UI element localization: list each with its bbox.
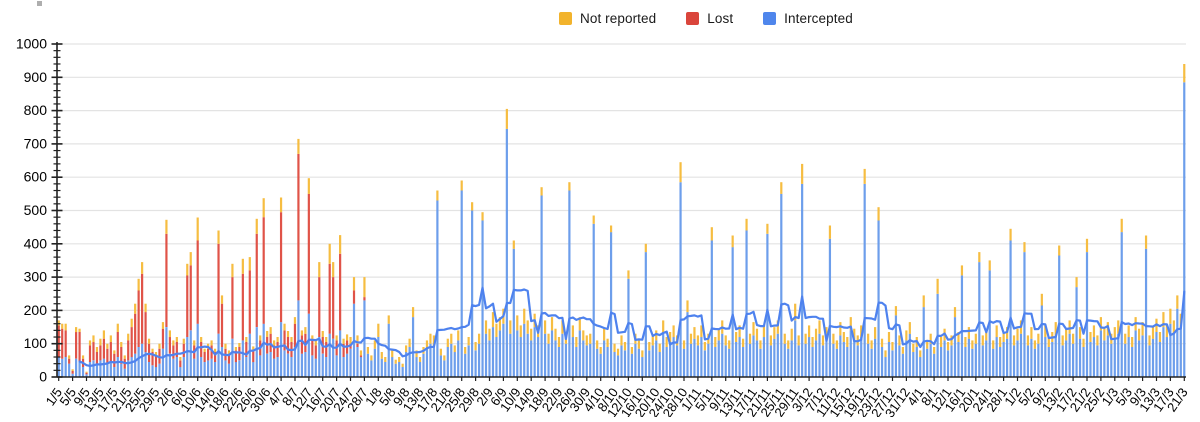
y-tick-label: 800 [24, 102, 48, 118]
cropped-ui-artifact [37, 1, 42, 6]
legend-item-not-reported[interactable]: Not reported [559, 11, 656, 26]
not-reported-swatch-icon [559, 12, 572, 25]
chart-legend: Not reported Lost Intercepted [559, 11, 853, 26]
legend-label: Not reported [580, 11, 657, 26]
lost-swatch-icon [686, 12, 700, 25]
intercepted-swatch-icon [763, 12, 777, 25]
y-tick-label: 400 [24, 235, 48, 251]
y-tick-label: 700 [24, 135, 48, 151]
trend-line [78, 286, 1186, 367]
y-tick-label: 0 [39, 369, 47, 385]
y-tick-label: 500 [24, 202, 48, 218]
y-tick-label: 200 [24, 302, 48, 318]
y-tick-label: 900 [24, 69, 48, 85]
legend-item-lost[interactable]: Lost [686, 11, 733, 26]
legend-item-intercepted[interactable]: Intercepted [763, 11, 853, 26]
y-tick-label: 1000 [16, 36, 47, 52]
y-tick-label: 100 [24, 335, 48, 351]
legend-label: Lost [707, 11, 734, 26]
y-tick-label: 300 [24, 269, 48, 285]
legend-label: Intercepted [784, 11, 853, 26]
y-tick-label: 600 [24, 169, 48, 185]
